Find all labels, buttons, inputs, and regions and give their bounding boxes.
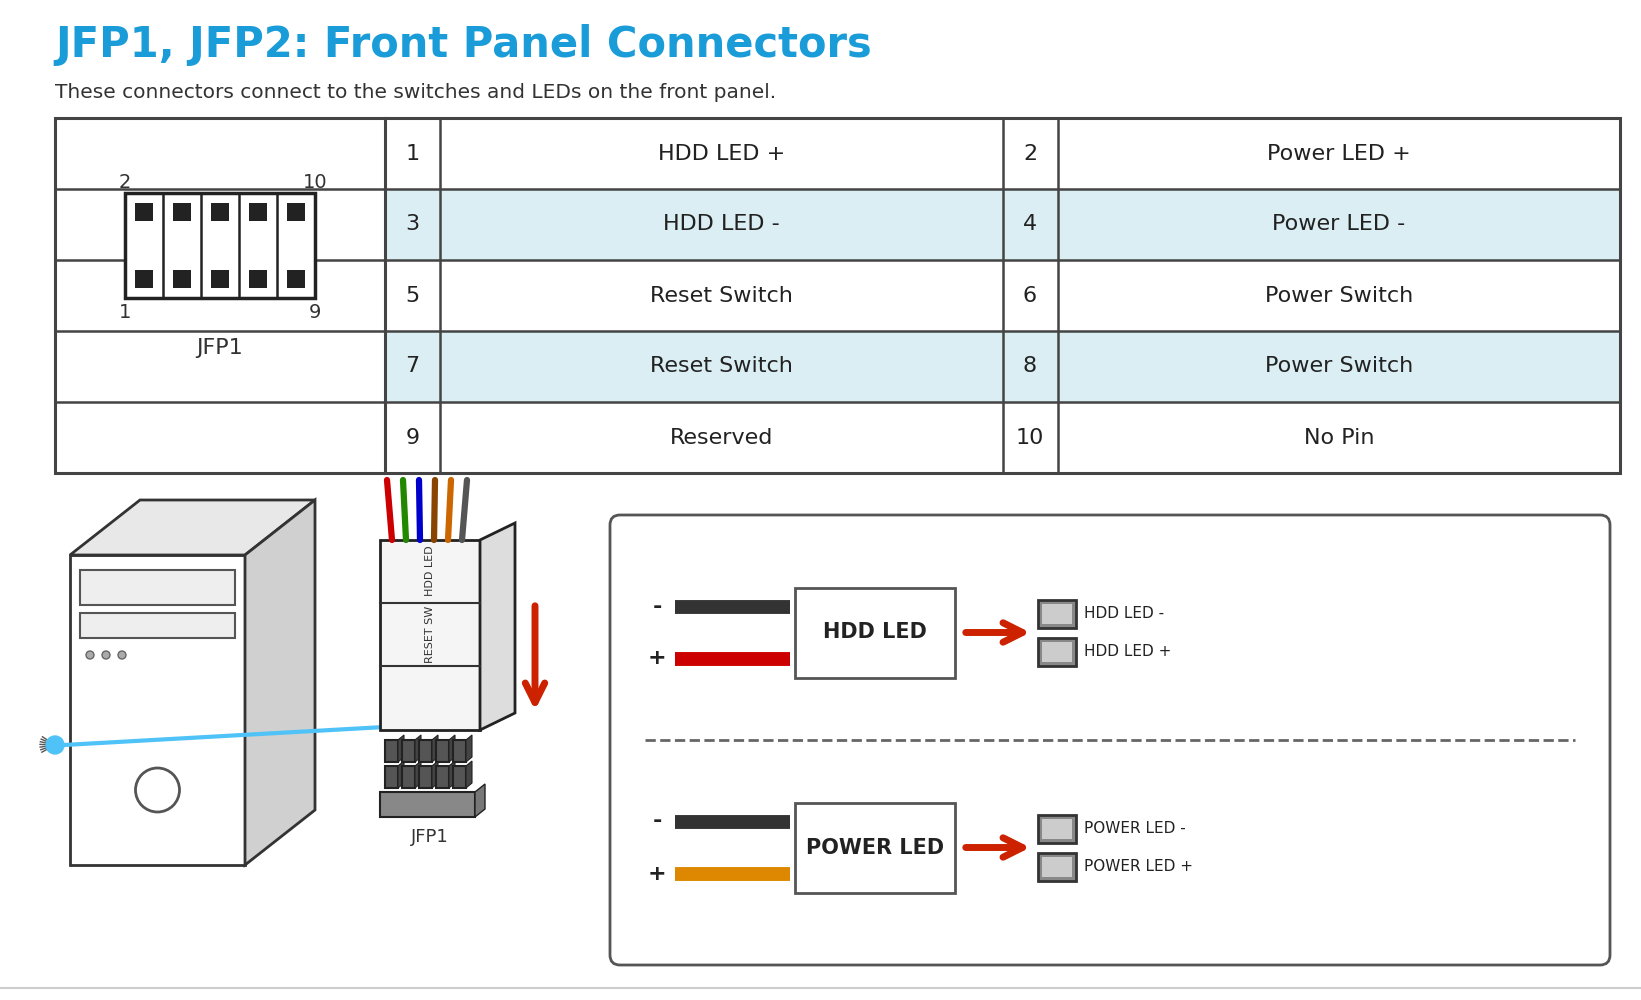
Circle shape	[118, 651, 126, 659]
Bar	[212, 203, 230, 221]
Polygon shape	[450, 735, 455, 762]
Bar	[287, 270, 305, 288]
Bar	[1039, 814, 1076, 842]
Polygon shape	[481, 523, 515, 730]
Text: Reset Switch: Reset Switch	[650, 286, 793, 306]
Text: POWER LED -: POWER LED -	[1085, 821, 1186, 836]
Text: 7: 7	[405, 357, 420, 376]
Text: 5: 5	[405, 286, 420, 306]
Text: JFP1, JFP2: Front Panel Connectors: JFP1, JFP2: Front Panel Connectors	[56, 24, 871, 66]
Polygon shape	[71, 500, 315, 555]
Bar	[794, 802, 955, 892]
Bar	[453, 766, 466, 788]
Text: JFP1: JFP1	[412, 828, 450, 846]
Bar	[794, 587, 955, 678]
Bar	[418, 766, 432, 788]
Text: +: +	[648, 863, 666, 884]
Bar	[1042, 856, 1072, 876]
Text: No Pin: No Pin	[1303, 428, 1374, 448]
Polygon shape	[399, 761, 404, 788]
Text: HDD LED +: HDD LED +	[658, 143, 784, 163]
Text: Reset Switch: Reset Switch	[650, 357, 793, 376]
Bar	[80, 570, 235, 605]
Polygon shape	[474, 784, 486, 817]
Text: +: +	[648, 648, 666, 668]
Text: 9: 9	[405, 428, 420, 448]
Text: 3: 3	[405, 215, 420, 234]
Circle shape	[102, 651, 110, 659]
Text: HDD LED -: HDD LED -	[663, 215, 779, 234]
Text: Power LED -: Power LED -	[1272, 215, 1405, 234]
FancyBboxPatch shape	[610, 515, 1610, 965]
Polygon shape	[466, 735, 473, 762]
Text: Power LED +: Power LED +	[1267, 143, 1411, 163]
Bar	[80, 613, 235, 638]
Bar	[1039, 638, 1076, 666]
Bar	[249, 270, 267, 288]
Circle shape	[46, 736, 64, 754]
Bar	[287, 203, 305, 221]
Text: These connectors connect to the switches and LEDs on the front panel.: These connectors connect to the switches…	[56, 83, 776, 102]
Bar	[125, 193, 315, 298]
Polygon shape	[466, 761, 473, 788]
Bar	[386, 740, 399, 762]
Bar	[402, 766, 415, 788]
Text: Reserved: Reserved	[670, 428, 773, 448]
Text: HDD LED +: HDD LED +	[1085, 644, 1172, 659]
Bar	[418, 740, 432, 762]
Bar	[386, 189, 1620, 260]
Polygon shape	[71, 555, 245, 865]
Bar	[135, 203, 153, 221]
Bar	[453, 740, 466, 762]
Polygon shape	[399, 735, 404, 762]
Text: -: -	[653, 596, 661, 616]
Bar	[1042, 818, 1072, 838]
Text: HDD LED: HDD LED	[425, 546, 435, 596]
Bar	[381, 540, 481, 730]
Text: JFP1: JFP1	[197, 338, 243, 358]
Bar	[1042, 603, 1072, 624]
Polygon shape	[450, 761, 455, 788]
Circle shape	[85, 651, 94, 659]
Polygon shape	[245, 500, 315, 865]
Bar	[56, 118, 1620, 473]
Bar	[172, 270, 190, 288]
Bar	[402, 740, 415, 762]
Polygon shape	[432, 735, 438, 762]
Text: HDD LED -: HDD LED -	[1085, 606, 1163, 621]
Text: POWER LED: POWER LED	[806, 838, 944, 857]
Bar	[437, 740, 450, 762]
Bar	[1039, 852, 1076, 880]
Bar	[249, 203, 267, 221]
Polygon shape	[415, 761, 422, 788]
Text: 9: 9	[309, 302, 322, 322]
Text: RESET SW: RESET SW	[425, 605, 435, 663]
Text: 1: 1	[405, 143, 420, 163]
Text: 10: 10	[1016, 428, 1044, 448]
Text: 8: 8	[1022, 357, 1037, 376]
Bar	[386, 331, 1620, 402]
Bar	[1042, 642, 1072, 662]
Circle shape	[136, 768, 179, 812]
Bar	[381, 792, 474, 817]
Text: 4: 4	[1022, 215, 1037, 234]
Bar	[172, 203, 190, 221]
Text: HDD LED: HDD LED	[824, 622, 927, 643]
Text: 2: 2	[1022, 143, 1037, 163]
Bar	[135, 270, 153, 288]
Text: 6: 6	[1022, 286, 1037, 306]
Text: POWER LED +: POWER LED +	[1085, 859, 1193, 874]
Bar	[437, 766, 450, 788]
Bar	[212, 270, 230, 288]
Polygon shape	[415, 735, 422, 762]
Text: 1: 1	[118, 302, 131, 322]
Polygon shape	[432, 761, 438, 788]
Text: 10: 10	[302, 174, 327, 192]
Text: 2: 2	[118, 174, 131, 192]
Bar	[1039, 599, 1076, 628]
Text: Power Switch: Power Switch	[1265, 357, 1413, 376]
Text: Power Switch: Power Switch	[1265, 286, 1413, 306]
Bar	[386, 766, 399, 788]
Text: -: -	[653, 812, 661, 832]
